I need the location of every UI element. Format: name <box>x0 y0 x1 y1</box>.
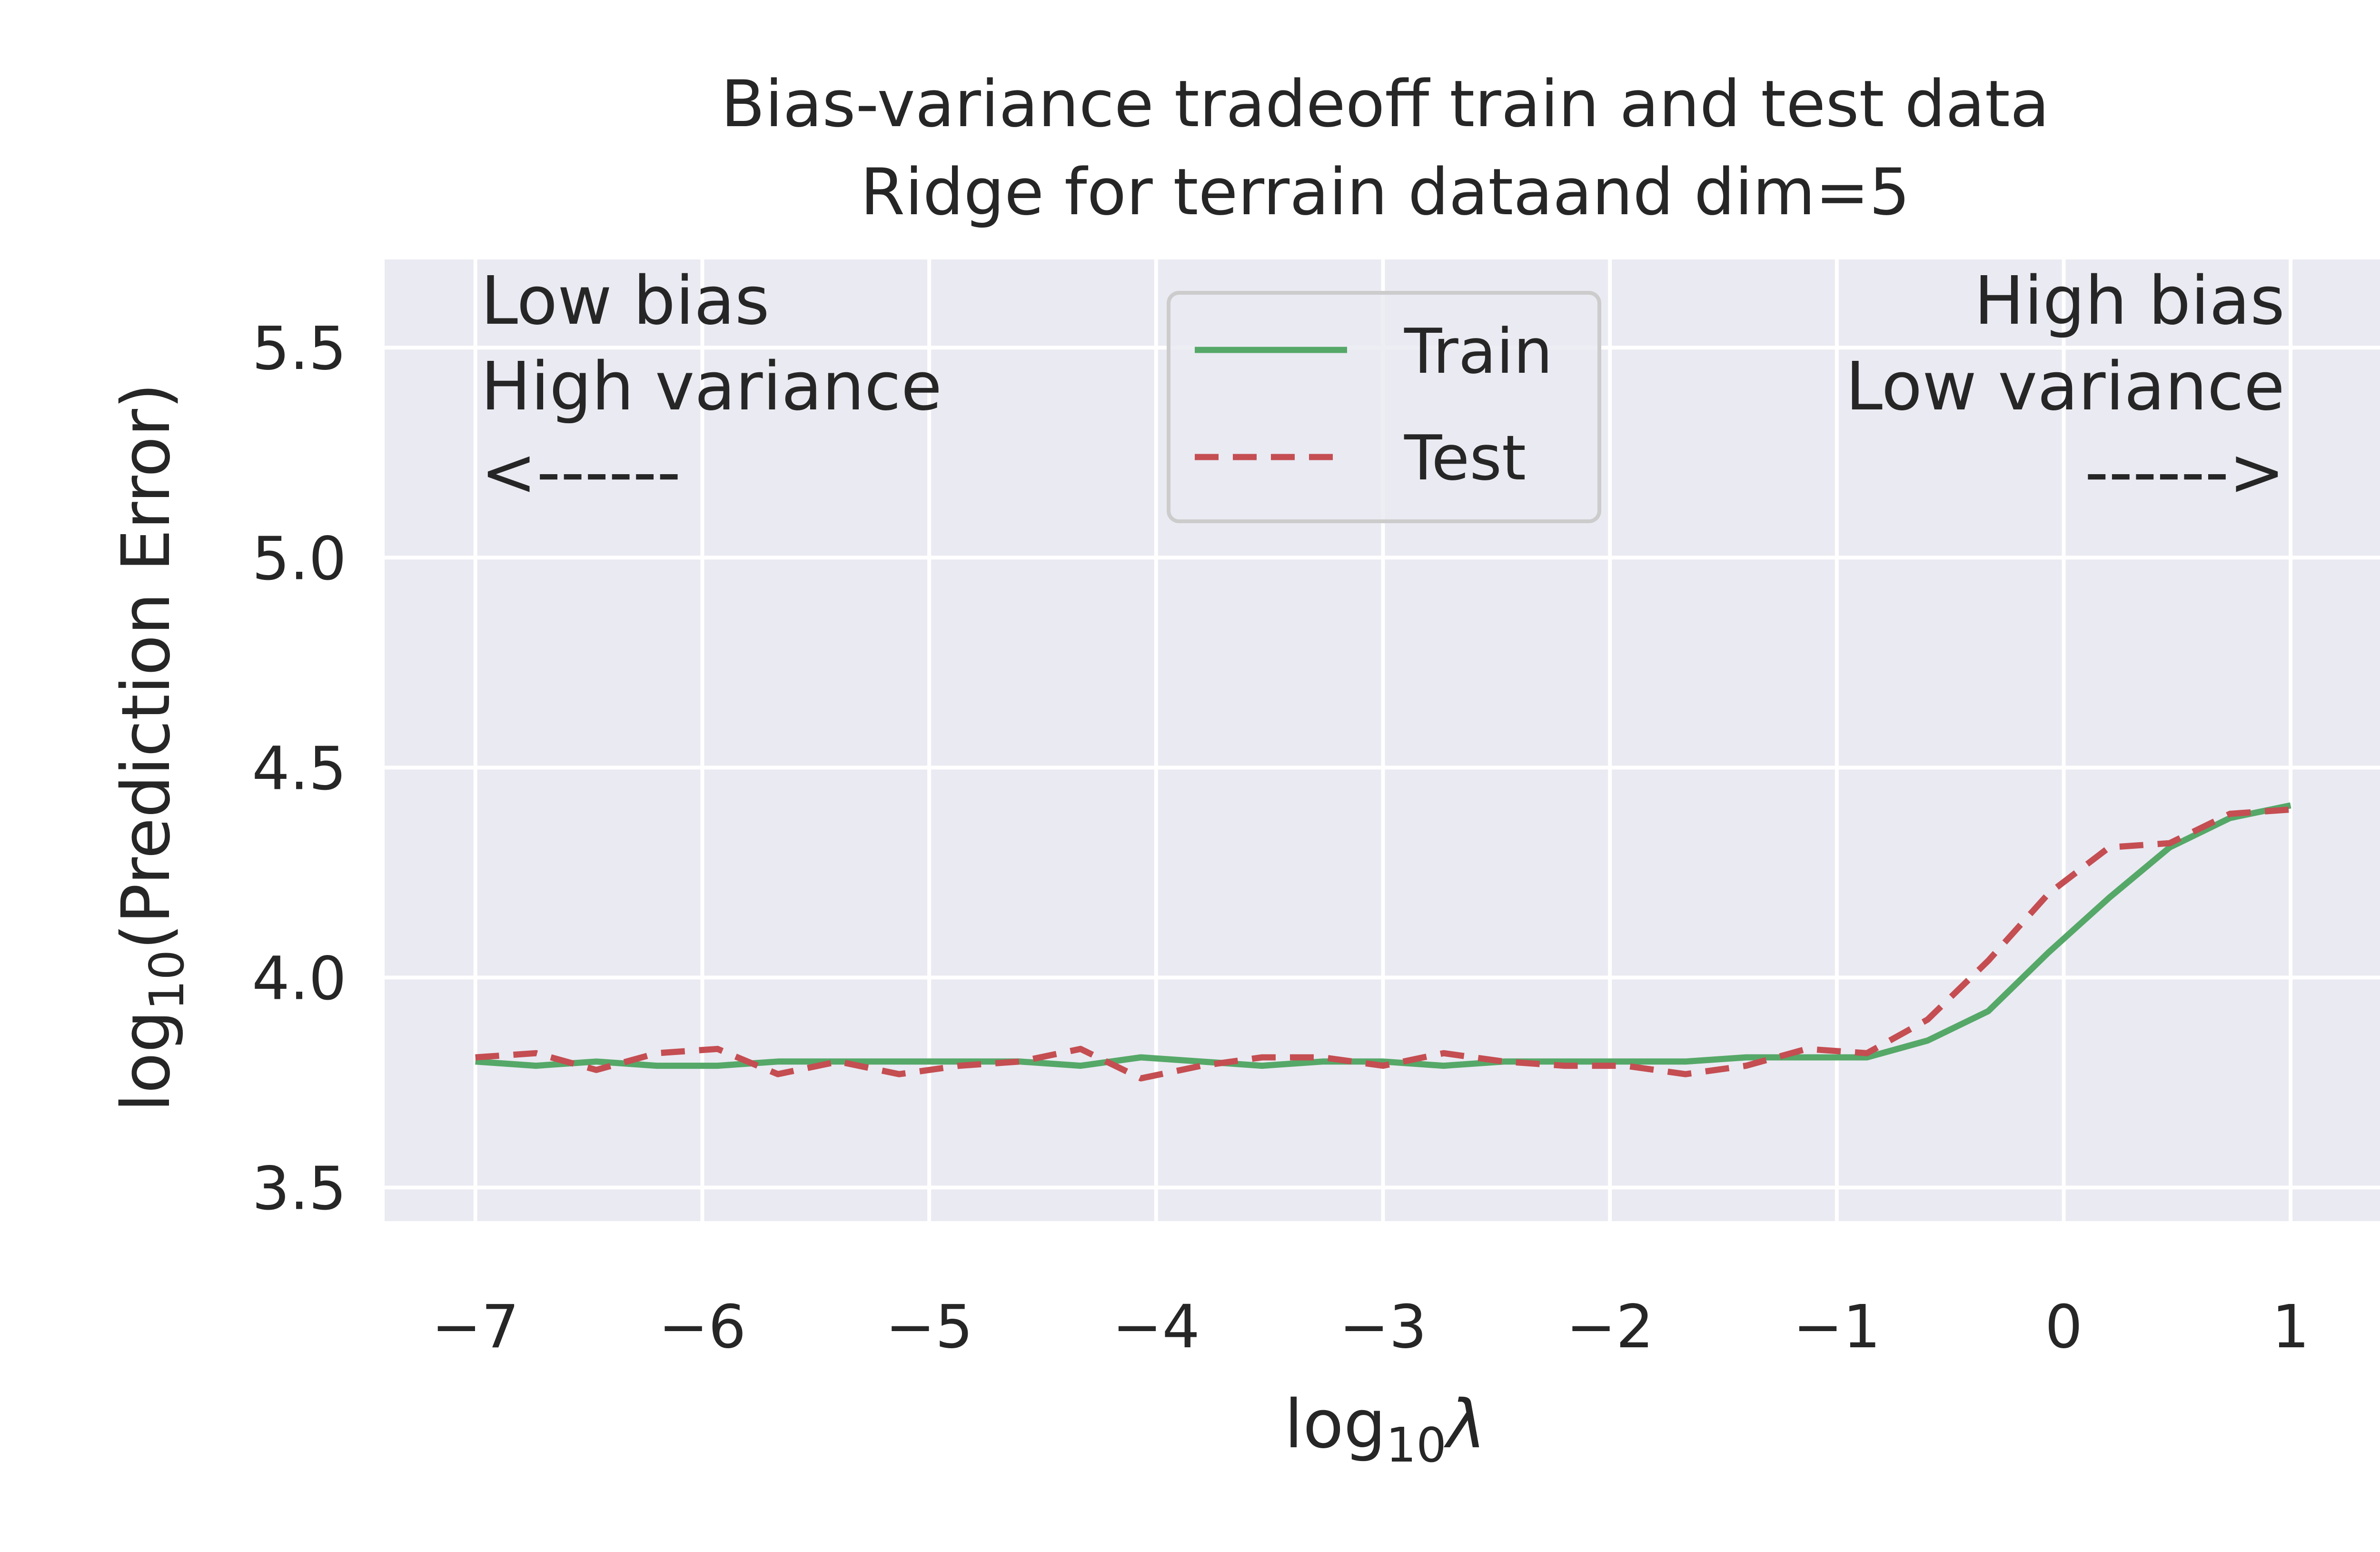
y-tick-label: 4.5 <box>252 734 347 803</box>
x-axis-label: log10λ <box>1284 1386 1486 1473</box>
tick-labels: −7 −6 −5 −4 −3 −2 −1 0 1 3.5 4.0 4.5 5.0 5.5 <box>252 314 2310 1362</box>
y-tick-label: 5.0 <box>252 524 347 593</box>
x-tick-label: −6 <box>658 1293 746 1362</box>
y-axis-label-prefix: log <box>108 1010 185 1112</box>
annotation-right-line-1: High bias <box>1974 262 2285 340</box>
x-axis-label-prefix: log <box>1284 1386 1386 1463</box>
annotation-left: Low bias High variance <------ <box>481 262 942 511</box>
annotation-right-line-3: ------> <box>2085 434 2285 511</box>
legend: Train Test <box>1167 291 1601 523</box>
series-line-test <box>475 806 2291 1082</box>
x-tick-label: −5 <box>885 1293 973 1362</box>
x-tick-label: −1 <box>1793 1293 1881 1362</box>
annotation-left-line-1: Low bias <box>481 262 770 340</box>
annotation-right-line-2: Low variance <box>1845 348 2285 426</box>
y-tick-label: 3.5 <box>252 1154 347 1223</box>
chart-title-line-1: Bias-variance tradeoff train and test da… <box>721 67 2049 141</box>
x-tick-label: −2 <box>1566 1293 1654 1362</box>
x-tick-label: −3 <box>1339 1293 1427 1362</box>
x-tick-label: −7 <box>432 1293 519 1362</box>
x-tick-label: 1 <box>2272 1293 2310 1362</box>
annotation-right: High bias Low variance ------> <box>1845 262 2285 511</box>
y-axis-label-sub: 10 <box>139 950 195 1010</box>
y-tick-label: 4.0 <box>252 944 347 1013</box>
x-tick-label: 0 <box>2045 1293 2083 1362</box>
series-line-train <box>475 802 2291 1069</box>
annotation-left-line-3: <------ <box>481 434 681 511</box>
series-lines <box>475 802 2291 1082</box>
annotation-left-line-2: High variance <box>481 348 942 426</box>
y-axis-label: log10(Prediction Error) <box>108 383 195 1112</box>
chart-title-line-2: Ridge for terrain dataand dim=5 <box>860 155 1910 229</box>
x-axis-label-suffix: λ <box>1443 1386 1486 1463</box>
y-axis-label-suffix: (Prediction Error) <box>108 383 185 949</box>
y-tick-label: 5.5 <box>252 314 347 383</box>
x-axis-label-sub: 10 <box>1386 1417 1447 1473</box>
legend-test-label: Test <box>1404 422 1526 494</box>
x-tick-label: −4 <box>1112 1293 1200 1362</box>
legend-train-label: Train <box>1404 315 1553 388</box>
